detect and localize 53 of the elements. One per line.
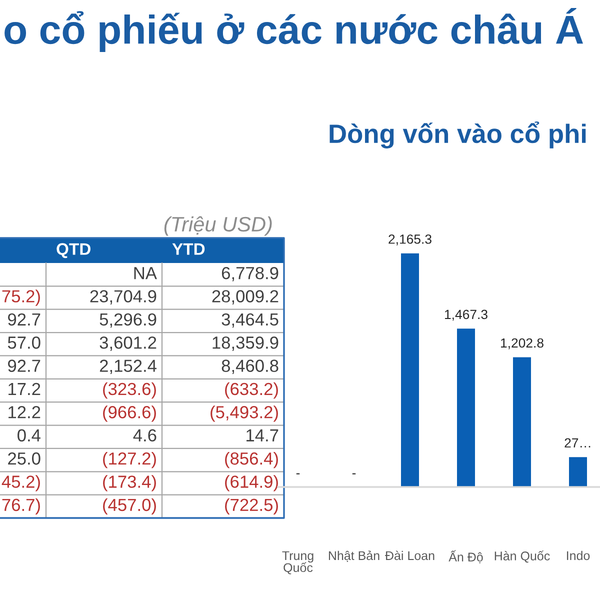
bar bbox=[401, 253, 419, 487]
text: - bbox=[296, 473, 300, 474]
bar bbox=[457, 328, 475, 487]
text: (614.9) bbox=[225, 475, 278, 492]
text: 3,601.2 bbox=[100, 336, 156, 351]
text: (127.2) bbox=[103, 452, 156, 468]
data-label: 2,165.3 bbox=[388, 234, 432, 246]
x-tick-label: Nhật Bản bbox=[328, 550, 380, 562]
text: 12.2 bbox=[8, 406, 40, 418]
text: (722.5) bbox=[225, 498, 278, 514]
chart-title: Dòng vốn vào cổ phi bbox=[330, 122, 586, 148]
text: (173.4) bbox=[103, 475, 156, 492]
category-label: YTD bbox=[172, 243, 205, 255]
text: 14.7 bbox=[246, 429, 278, 442]
text: 57.0 bbox=[8, 336, 40, 349]
bar bbox=[569, 457, 587, 487]
text: 23,704.9 bbox=[90, 290, 156, 304]
text: o cổ phiếu ở các nước châu Á bbox=[4, 8, 584, 52]
text: 92.7 bbox=[8, 360, 40, 372]
text: 18,359.9 bbox=[212, 336, 278, 351]
text: (457.0) bbox=[103, 498, 156, 514]
x-tick-label: Đài Loan bbox=[385, 550, 434, 560]
text: 2,152.4 bbox=[100, 360, 156, 374]
data-label: 1,467.3 bbox=[444, 310, 488, 321]
text: 28,009.2 bbox=[212, 290, 278, 304]
text: 75.2) bbox=[2, 290, 40, 306]
text: 3,464.5 bbox=[222, 313, 278, 328]
bar bbox=[513, 357, 531, 487]
text: (633.2) bbox=[225, 382, 278, 399]
text: 92.7 bbox=[8, 313, 40, 326]
text: (856.4) bbox=[225, 452, 278, 468]
x-tick-label: Indo bbox=[566, 550, 590, 560]
text: 76.7) bbox=[2, 498, 40, 514]
x-tick-label: Trung Quốc bbox=[282, 551, 314, 574]
text: (5,493.2) bbox=[210, 406, 278, 422]
text: 0.4 bbox=[18, 429, 40, 442]
data-label: 27… bbox=[564, 438, 590, 448]
text: NA bbox=[134, 267, 157, 280]
text: (323.6) bbox=[103, 382, 156, 399]
text: 8,460.8 bbox=[222, 360, 278, 374]
text: 17.2 bbox=[8, 382, 40, 395]
text: (Triệu USD) bbox=[164, 216, 272, 236]
text: 5,296.9 bbox=[100, 313, 156, 328]
text: 6,778.9 bbox=[222, 266, 278, 282]
text: 4.6 bbox=[133, 429, 156, 442]
data-label: 1,202.8 bbox=[500, 338, 544, 350]
category-label: QTD bbox=[56, 243, 90, 258]
x-tick-label: Ấn Độ bbox=[448, 550, 483, 564]
text: (966.6) bbox=[103, 406, 156, 422]
text: - bbox=[352, 473, 356, 474]
text: 25.0 bbox=[8, 452, 40, 465]
x-tick-label: Hàn Quốc bbox=[494, 550, 550, 563]
text: 45.2) bbox=[2, 475, 40, 492]
